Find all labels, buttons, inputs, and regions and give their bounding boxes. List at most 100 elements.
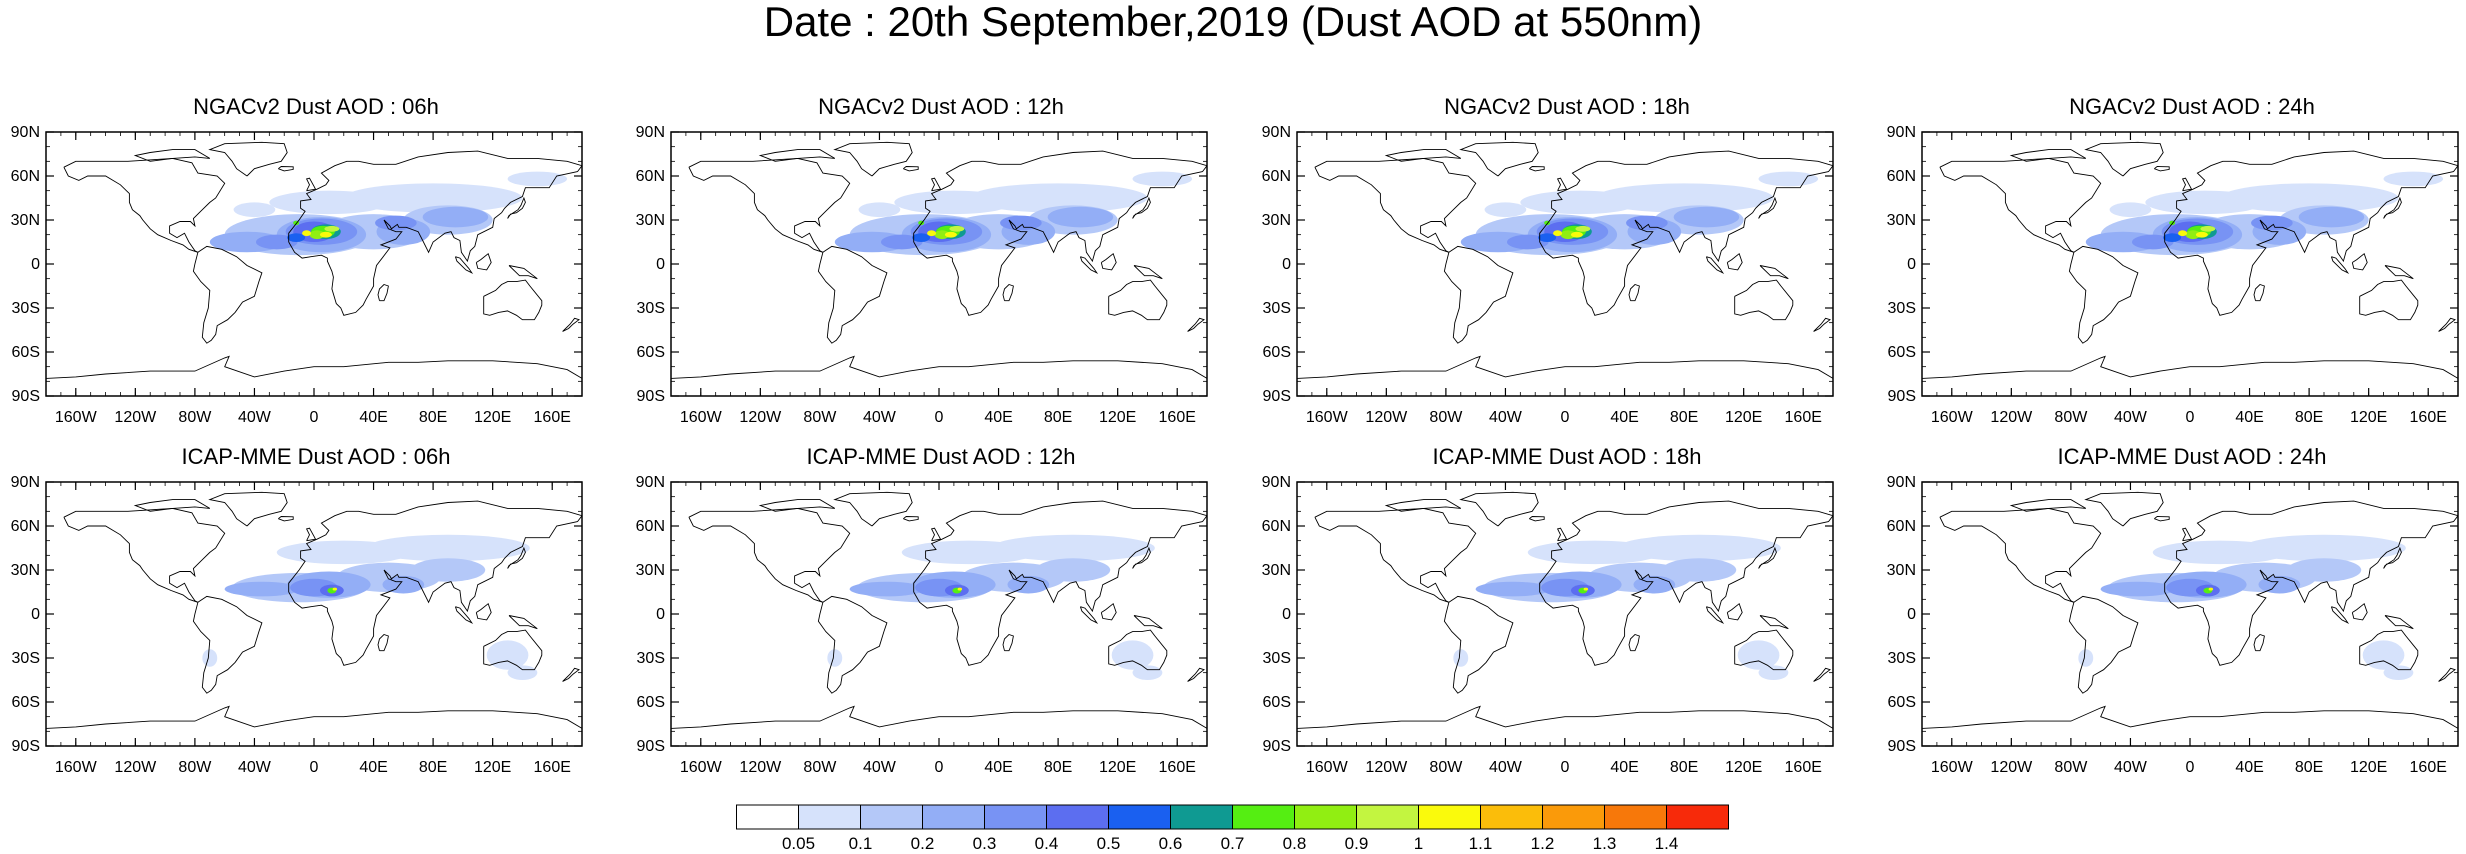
coastline-indonesia-borneo [2351,252,2368,271]
coastline-arctic-islands [2009,149,2087,162]
lon-tick-label: 40E [1610,409,1638,426]
lon-tick-label: 160W [680,759,723,776]
lat-tick-label: 30N [1887,212,1916,229]
coastline-greenland [833,141,913,177]
dust-aod-region [332,587,338,591]
lat-tick-label: 90N [636,474,665,491]
dust-aod-region [1594,183,1774,213]
lon-tick-label: 80W [178,759,212,776]
colorbar-label: 0.7 [1221,834,1245,852]
coastline-antarctica [1922,705,2458,729]
lat-tick-label: 30S [1888,650,1916,667]
dust-aod-region [991,534,1155,562]
dust-aod-region [1132,665,1163,680]
colorbar-swatch [984,804,1047,830]
lat-tick-label: 60N [1887,518,1916,535]
colorbar-label: 0.05 [782,834,815,852]
figure-title: Date : 20th September,2019 (Dust AOD at … [763,0,1703,45]
dust-aod-region [319,231,332,238]
coastline-eurasia-africa [1539,500,1833,666]
lat-tick-label: 90N [636,124,665,141]
panel-title: ICAP-MME Dust AOD : 12h [806,444,1076,469]
coastline-antarctica [1297,705,1833,729]
dust-aod-region [1553,230,1563,237]
dust-aod-region [2219,183,2399,213]
lat-tick-label: 0 [1907,606,1916,623]
lat-tick-label: 90S [12,738,40,755]
dust-aod-region [1673,206,1740,228]
lon-tick-label: 40E [2235,759,2263,776]
lat-tick-label: 60N [11,168,40,185]
dust-aod-region [2298,206,2365,228]
dust-aod-region [486,640,529,670]
coastline-japan [1132,196,1151,219]
lat-tick-label: 60S [1888,694,1916,711]
coastline-madagascar [1628,283,1640,302]
dust-aod-region [1617,534,1781,562]
lon-tick-label: 160E [1785,409,1822,426]
lon-tick-label: 160W [1306,409,1349,426]
map-content [1922,491,2458,729]
lon-tick-label: 160W [55,759,98,776]
coastline-indonesia-borneo [475,602,492,621]
lon-tick-label: 160E [2410,409,2447,426]
coastline-indonesia-borneo [2351,602,2368,621]
dust-aod-region [2286,558,2362,582]
lat-tick-label: 30S [637,650,665,667]
coastline-north-america [1939,507,2102,603]
coastline-sumatra [2330,606,2350,624]
lon-tick-label: 40W [2114,759,2148,776]
coastline-uk [1556,177,1568,192]
dust-aod-region [944,231,957,238]
coastline-north-america [63,507,226,603]
colorbar-label: 1.4 [1655,834,1679,852]
lat-tick-label: 0 [1907,256,1916,273]
lon-tick-label: 160W [1306,759,1349,776]
lon-tick-label: 80E [1044,759,1072,776]
dust-aod-region [912,233,931,242]
map-content [671,141,1207,379]
map-frame [670,481,1208,747]
map-frame [1921,481,2459,747]
dust-aod-region [2109,202,2152,218]
map-content [46,491,582,729]
coastline-north-america [688,157,851,253]
lat-tick-label: 60S [1263,694,1291,711]
map-content [1297,141,1833,379]
lat-tick-label: 0 [31,256,40,273]
lon-tick-label: 80E [2295,409,2323,426]
coastline-sumatra [1705,606,1725,624]
coastline-greenland [1459,491,1539,527]
lat-tick-label: 90S [1888,738,1916,755]
lat-tick-label: 30N [11,562,40,579]
lat-tick-label: 30N [1262,562,1291,579]
dust-aod-region [827,649,843,667]
lon-tick-label: 40E [359,409,387,426]
lon-tick-label: 120E [1725,759,1762,776]
lat-tick-label: 30S [12,300,40,317]
lon-tick-label: 160W [680,409,723,426]
dust-aod-region [1035,558,1111,582]
map-frame [45,481,583,747]
map-panel-7: ICAP-MME Dust AOD : 18h 90N 60N 30N 0 30S 60S 9… [1251,444,1891,776]
coastline-new-zealand [562,317,580,332]
coastline-australia [483,279,543,321]
dust-aod-region [1758,171,1819,187]
lon-tick-label: 80W [2054,759,2088,776]
colorbar-swatch [1356,804,1419,830]
dust-aod-region [202,649,218,667]
coastline-new-zealand [1187,317,1205,332]
world-map: 90N 60N 30N 0 30S 60S 90S 160W 120W 80W 40W 0 40E 80E… [1262,474,1834,776]
colorbar-swatch [1480,804,1543,830]
coastline-japan [507,196,526,219]
coastline-iceland [278,516,294,522]
dust-aod-region [2208,587,2214,591]
lon-tick-label: 120W [1365,759,1408,776]
lon-tick-label: 40W [1489,759,1523,776]
colorbar-swatch [798,804,861,830]
coastline-australia [1734,279,1794,321]
coastline-new-zealand [1813,667,1831,682]
dust-aod-region [1626,215,1668,231]
world-map: 90N 60N 30N 0 30S 60S 90S 160W 120W 80W 40W 0 40E 80E… [636,124,1208,426]
dust-aod-region [968,183,1148,213]
